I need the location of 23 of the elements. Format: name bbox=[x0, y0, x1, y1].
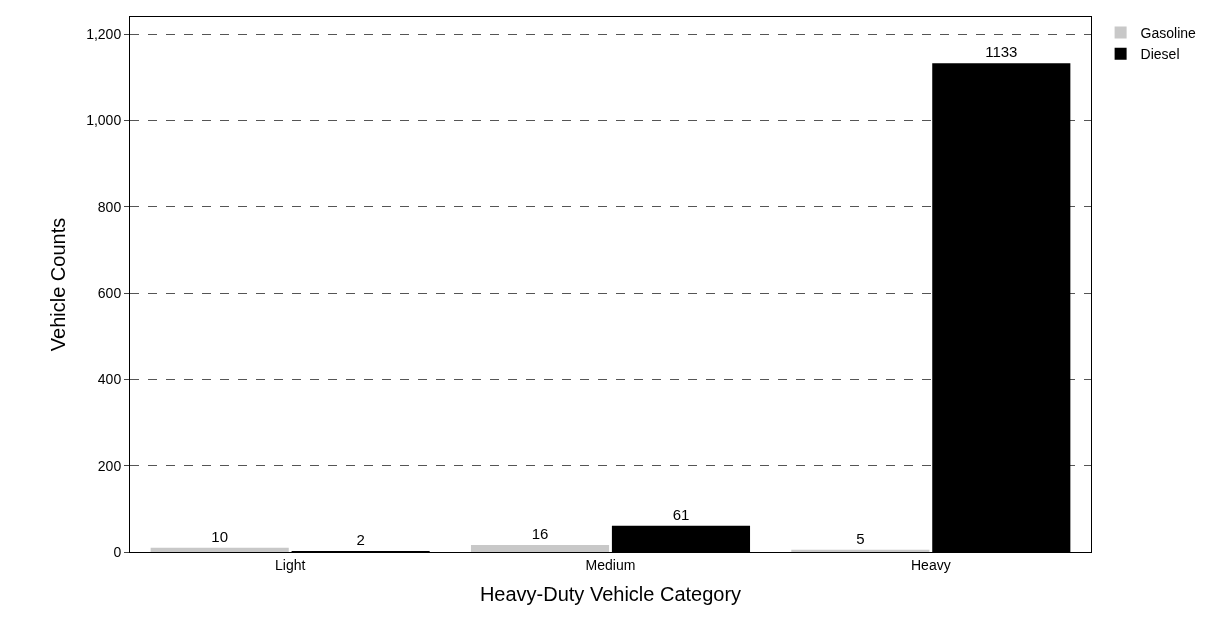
x-tick-label: Heavy bbox=[910, 556, 951, 573]
legend-label: Diesel bbox=[1140, 46, 1180, 63]
data-label: 61 bbox=[672, 505, 690, 523]
x-tick-label: Medium bbox=[585, 556, 636, 573]
x-axis-title: Heavy-Duty Vehicle Category bbox=[479, 583, 742, 606]
bar bbox=[791, 549, 930, 552]
y-tick-label: 600 bbox=[97, 285, 122, 302]
y-tick-label: 200 bbox=[97, 457, 122, 474]
bar bbox=[470, 545, 610, 552]
y-tick-label: 1,000 bbox=[86, 112, 122, 129]
y-tick-label: 1,200 bbox=[86, 26, 122, 43]
data-label: 16 bbox=[531, 525, 549, 543]
data-label: 10 bbox=[211, 527, 229, 545]
y-tick-label: 400 bbox=[97, 371, 122, 388]
y-tick-label: 0 bbox=[113, 543, 122, 560]
data-label: 1133 bbox=[985, 43, 1018, 61]
y-tick-label: 800 bbox=[97, 198, 122, 215]
data-label: 5 bbox=[856, 529, 865, 547]
data-label: 2 bbox=[356, 531, 365, 548]
bar bbox=[150, 547, 289, 552]
y-axis-title: Vehicle Counts bbox=[46, 217, 69, 352]
legend-label: Gasoline bbox=[1140, 25, 1197, 42]
x-tick-label: Light bbox=[274, 556, 306, 573]
